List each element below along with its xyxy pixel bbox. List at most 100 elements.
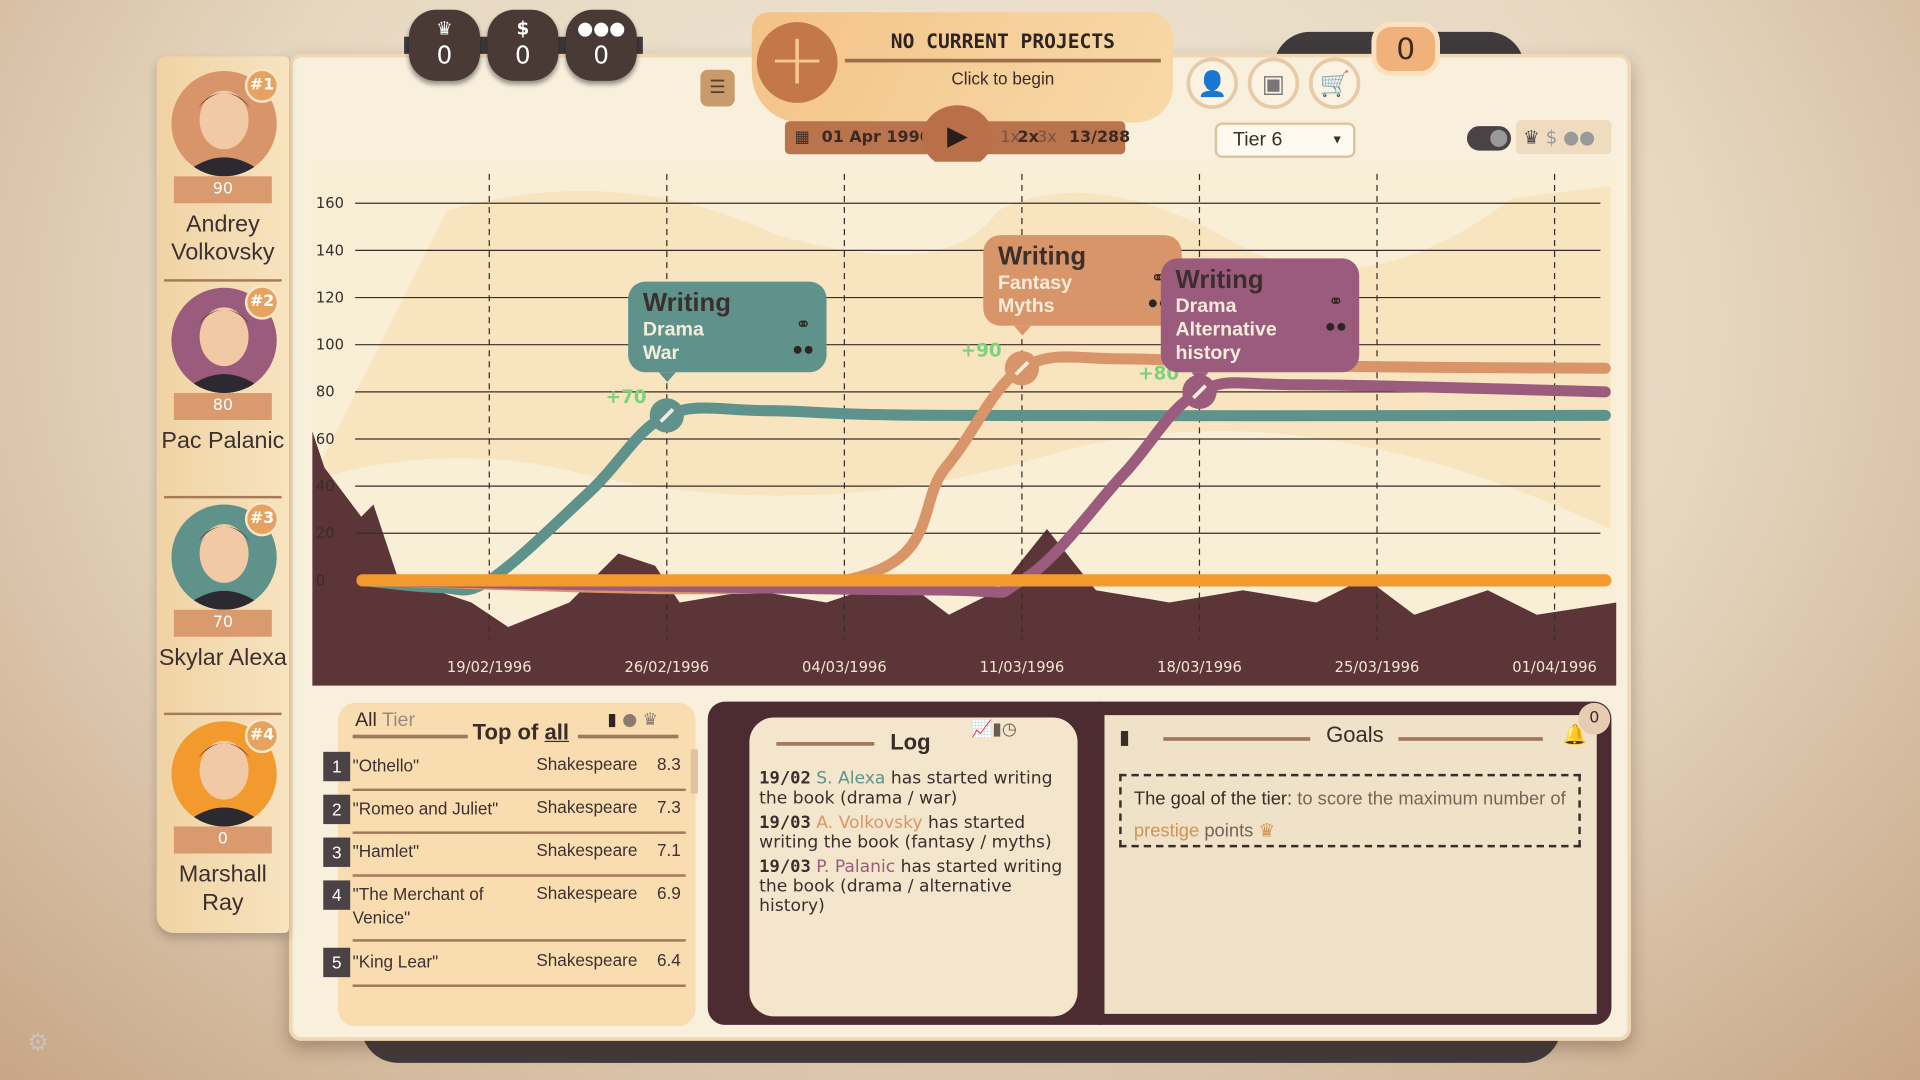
project-title: NO CURRENT PROJECTS xyxy=(890,29,1115,53)
dollar-icon: $ xyxy=(516,17,530,40)
log-entry: 19/03 A. Volkovsky has started writing t… xyxy=(759,813,1065,852)
user-icon[interactable]: ● xyxy=(622,710,638,730)
y-tick-label: 40 xyxy=(316,478,335,495)
log-character-name[interactable]: P. Palanic xyxy=(816,857,896,877)
book-title: "Othello" xyxy=(352,755,420,776)
divider xyxy=(577,734,679,739)
rank-number: 4 xyxy=(323,880,351,910)
log-paper xyxy=(749,717,1078,1017)
tier-select[interactable]: Tier 6 ▼ xyxy=(1214,122,1356,158)
chart-toggle[interactable] xyxy=(1466,126,1512,151)
log-text: has started writing the book (drama / al… xyxy=(759,857,1063,916)
goals-title: Goals xyxy=(1326,722,1384,747)
event-bubble[interactable]: Writing Drama Alternative history ⚭ ●● xyxy=(1160,258,1360,383)
fans-counter: ●●● 0 xyxy=(565,9,637,81)
group-icon[interactable]: ●● xyxy=(1563,126,1596,149)
avatar[interactable] xyxy=(171,721,277,827)
log-list: 19/02 S. Alexa has started writing the b… xyxy=(759,769,1065,921)
speed-1x[interactable]: 1x xyxy=(1000,128,1020,147)
divider xyxy=(352,734,468,739)
play-button[interactable]: ▶ xyxy=(922,105,994,169)
crown-icon[interactable]: ♛ xyxy=(1523,126,1540,149)
leaderboard-row[interactable]: 4 "The Merchant of Venice" Shakespeare 6.9 xyxy=(323,878,686,942)
filter-settings-button[interactable]: ☰ xyxy=(700,69,735,107)
event-bubble[interactable]: Writing Drama War ⚭ ●● xyxy=(628,281,827,383)
character-card[interactable]: #2 80 Pac Palanic xyxy=(157,273,289,491)
y-tick-label: 140 xyxy=(316,242,344,259)
log-character-name[interactable]: S. Alexa xyxy=(816,768,886,789)
book-title: "Romeo and Juliet" xyxy=(352,798,499,818)
event-bubble[interactable]: Writing Fantasy Myths ⚭ ●● xyxy=(983,235,1182,336)
leaderboard-panel: All Tier Top of all ▮ ● ♛ 1 "Othello" Shak… xyxy=(323,702,698,1027)
leaderboard-row[interactable]: 5 "King Lear" Shakespeare 6.4 xyxy=(323,945,686,987)
user-icon: 👤 xyxy=(1196,68,1228,98)
leaderboard-row[interactable]: 2 "Romeo and Juliet" Shakespeare 7.3 xyxy=(323,792,686,834)
avatar[interactable] xyxy=(171,287,277,394)
x-tick-label: 19/02/1996 xyxy=(447,659,532,676)
log-date: 19/03 xyxy=(759,857,811,877)
log-entry: 19/03 P. Palanic has started writing the… xyxy=(759,857,1065,916)
chart-icon[interactable]: 📈 xyxy=(971,720,993,740)
play-icon: ▶ xyxy=(947,121,968,152)
scope-link[interactable]: all xyxy=(544,720,569,745)
event-title: Writing xyxy=(642,288,731,318)
chart-metric-tabs: ♛ $ ●● xyxy=(1515,120,1612,155)
clock-icon[interactable]: ◷ xyxy=(1001,720,1017,740)
dollar-icon[interactable]: $ xyxy=(1545,126,1558,149)
resource-counters: ♛ 0 $0 ●●● 0 xyxy=(408,9,637,81)
leaderboard-title: Top of all xyxy=(472,720,569,745)
turn-progress: 13/288 xyxy=(1068,128,1131,147)
log-filter-icons: 📈▮◷ xyxy=(971,720,1017,740)
book-score: 6.4 xyxy=(656,950,681,970)
event-gain-label: +90 xyxy=(960,338,1002,361)
speed-2x[interactable]: 2x xyxy=(1017,128,1039,147)
tab-tier[interactable]: Tier xyxy=(381,710,415,732)
crown-icon[interactable]: ♛ xyxy=(642,710,659,730)
book-title: "The Merchant of Venice" xyxy=(352,884,484,927)
bubble-pointer xyxy=(1190,372,1209,383)
portrait-icon xyxy=(181,524,267,610)
chart-svg: 0 20 40 60 80 100 120 140 160 19/02/1996 26/02/199… xyxy=(312,161,1617,686)
divider xyxy=(1163,737,1311,741)
event-genre: War xyxy=(642,342,680,364)
portrait-icon xyxy=(181,90,267,177)
book-title: "King Lear" xyxy=(352,951,439,972)
genre-icons: ⚭ ●● xyxy=(792,314,815,361)
rank-badge: #1 xyxy=(244,68,280,103)
leaderboard-row[interactable]: 1 "Othello" Shakespeare 8.3 xyxy=(323,749,686,792)
log-date: 19/03 xyxy=(759,813,811,833)
library-button[interactable]: ▣ xyxy=(1247,57,1300,109)
bubble-pointer xyxy=(658,372,676,383)
project-subtitle[interactable]: Click to begin xyxy=(951,68,1055,89)
tab-all[interactable]: All xyxy=(355,710,377,732)
log-date: 19/02 xyxy=(759,768,811,789)
settings-gear-icon[interactable]: ⚙ xyxy=(26,1027,49,1057)
current-date: 01 Apr 1996 xyxy=(821,128,931,147)
shop-button[interactable]: 🛒 xyxy=(1308,57,1361,109)
leaderboard-row[interactable]: 3 "Hamlet" Shakespeare 7.1 xyxy=(323,835,686,877)
book-author: Shakespeare xyxy=(536,797,638,817)
book-author: Shakespeare xyxy=(536,950,638,970)
character-card[interactable]: #4 0 Marshall Ray xyxy=(157,707,289,925)
crown-icon: ♛ xyxy=(1258,820,1275,842)
speed-3x[interactable]: 3x xyxy=(1037,128,1057,147)
profile-button[interactable]: 👤 xyxy=(1186,57,1238,109)
x-tick-label: 04/03/1996 xyxy=(802,659,887,676)
fans-value: 0 xyxy=(593,40,610,70)
add-project-button[interactable]: + xyxy=(756,22,838,103)
scrollbar[interactable] xyxy=(690,749,698,794)
tab-all-tier[interactable]: All Tier xyxy=(355,710,415,732)
portrait-icon xyxy=(181,307,267,394)
event-title: Writing xyxy=(997,242,1087,271)
calendar-icon: ▦ xyxy=(794,128,810,147)
x-tick-label: 11/03/1996 xyxy=(980,659,1065,676)
character-card[interactable]: #1 90 Andrey Volkovsky xyxy=(157,56,289,274)
log-character-name[interactable]: A. Volkovsky xyxy=(816,813,923,833)
rank-number: 1 xyxy=(323,751,351,782)
divider xyxy=(164,279,282,282)
book-icon[interactable]: ▮ xyxy=(992,720,1002,740)
log-title: Log xyxy=(890,729,931,755)
mountain-decor xyxy=(312,431,1617,686)
book-icon[interactable]: ▮ xyxy=(607,710,617,730)
character-card[interactable]: #3 70 Skylar Alexa xyxy=(157,490,289,708)
